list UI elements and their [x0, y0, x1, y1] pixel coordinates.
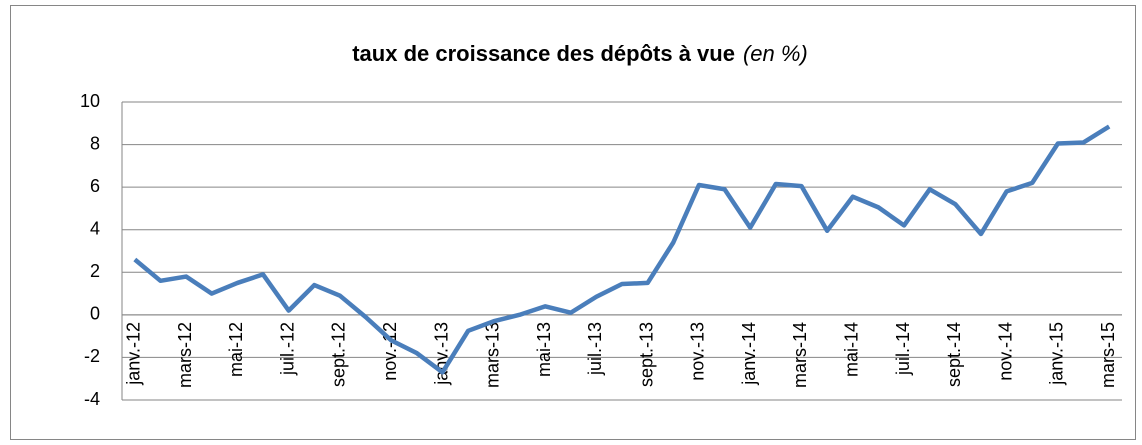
x-tick-label: sept.-13 — [636, 322, 656, 387]
x-tick-label: janv.-15 — [1047, 322, 1067, 386]
chart-title-note: (en %) — [743, 41, 808, 66]
x-tick-label: sept.-14 — [944, 322, 964, 387]
x-tick-label: mai-14 — [842, 322, 862, 377]
chart-title-group: taux de croissance des dépôts à vue (en %… — [352, 41, 808, 66]
x-tick-label: juil.-12 — [277, 322, 297, 376]
x-tick-label: juil.-13 — [585, 322, 605, 376]
x-tick-label: janv.-12 — [124, 322, 144, 386]
line-series — [133, 124, 1111, 375]
x-tick-label: mars-15 — [1098, 322, 1118, 388]
y-tick-label: -2 — [84, 346, 100, 366]
y-tick-label: 8 — [90, 133, 100, 153]
x-tick-label: janv.-14 — [739, 322, 759, 386]
y-tick-label: 10 — [80, 91, 100, 111]
x-tick-label: sept.-12 — [329, 322, 349, 387]
y-tick-label: -4 — [84, 389, 100, 409]
x-tick-label: mars-13 — [483, 322, 503, 388]
y-tick-label: 6 — [90, 176, 100, 196]
x-tick-label: mars-14 — [790, 322, 810, 388]
chart-title: taux de croissance des dépôts à vue — [352, 41, 735, 66]
x-tick-label: juil.-14 — [893, 322, 913, 376]
x-tick-label: janv.-13 — [431, 322, 451, 386]
x-tick-label: nov.-13 — [688, 322, 708, 381]
x-tick-label: mars-12 — [175, 322, 195, 388]
x-tick-label: mai-13 — [534, 322, 554, 377]
y-tick-label: 4 — [90, 218, 100, 238]
x-tick-label: nov.-14 — [995, 322, 1015, 381]
chart-frame — [10, 5, 1136, 440]
y-tick-label: 2 — [90, 261, 100, 281]
y-tick-label: 0 — [90, 304, 100, 324]
x-tick-label: mai-12 — [226, 322, 246, 377]
